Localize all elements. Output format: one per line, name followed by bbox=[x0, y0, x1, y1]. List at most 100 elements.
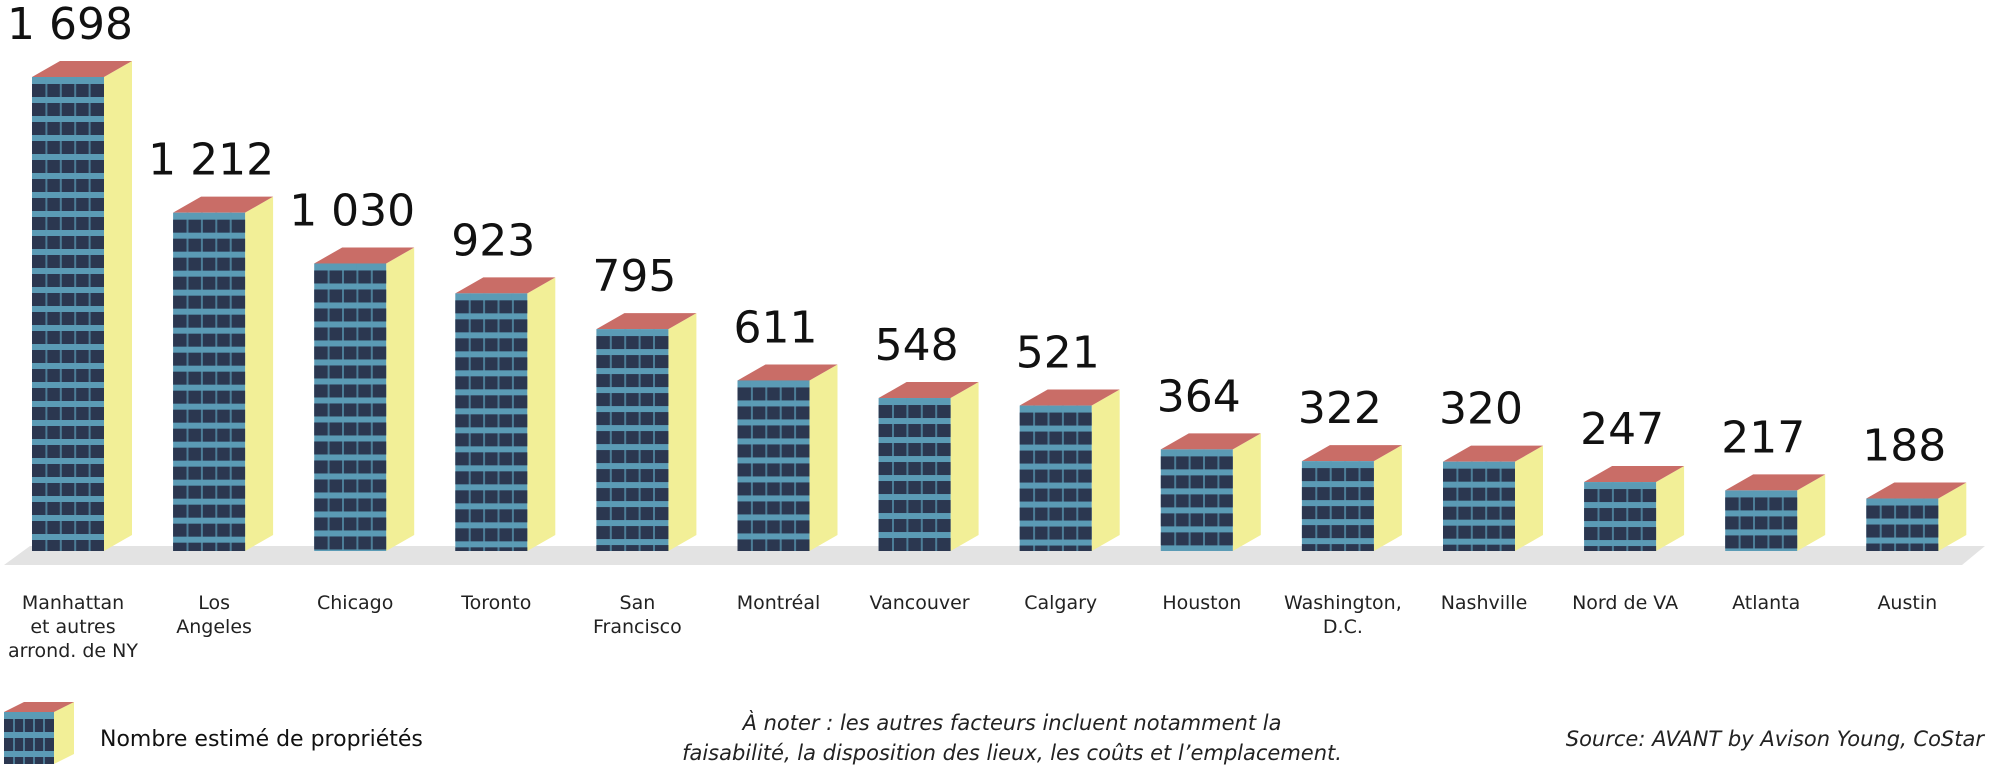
window-band bbox=[32, 274, 104, 287]
window-band bbox=[1019, 469, 1092, 483]
bar-side bbox=[1656, 466, 1685, 551]
window-band bbox=[878, 500, 951, 514]
window-band bbox=[1019, 488, 1092, 502]
bar-side bbox=[245, 196, 274, 551]
floor-plane bbox=[4, 546, 1985, 565]
window-band bbox=[596, 374, 669, 388]
bar-roof bbox=[173, 196, 274, 213]
bar-side bbox=[1373, 445, 1402, 551]
bar-side bbox=[809, 364, 838, 551]
bar bbox=[1301, 445, 1402, 551]
window-band bbox=[596, 450, 669, 464]
value-label: 364 bbox=[1157, 371, 1241, 422]
window-band bbox=[455, 319, 528, 333]
window-band bbox=[173, 542, 246, 551]
bar-side bbox=[1091, 389, 1120, 551]
category-label: San Francisco bbox=[593, 592, 682, 638]
window-band bbox=[4, 738, 54, 751]
window-band bbox=[596, 412, 669, 426]
window-band bbox=[596, 431, 669, 445]
window-band bbox=[878, 462, 951, 476]
source-text: Source: AVANT by Avison Young, CoStar bbox=[1566, 727, 1986, 751]
bar-roof bbox=[1443, 445, 1543, 462]
category-label: Chicago bbox=[317, 592, 393, 614]
window-band bbox=[455, 509, 528, 523]
window-band bbox=[1160, 475, 1233, 489]
window-band bbox=[1443, 506, 1515, 520]
window-band bbox=[455, 452, 528, 466]
window-band bbox=[314, 289, 387, 303]
window-band bbox=[314, 536, 387, 550]
window-band bbox=[173, 485, 246, 499]
note-line-1: À noter : les autres facteurs incluent n… bbox=[741, 710, 1282, 735]
window-band bbox=[32, 426, 104, 439]
window-band bbox=[4, 757, 54, 764]
legend: Nombre estimé de propriétés bbox=[4, 702, 423, 764]
window-band bbox=[1019, 545, 1092, 551]
window-band bbox=[1301, 525, 1374, 539]
bar bbox=[737, 364, 838, 551]
window-band bbox=[32, 122, 104, 135]
bar-roof bbox=[314, 247, 415, 264]
bar-roof bbox=[878, 382, 979, 399]
window-band bbox=[32, 445, 104, 458]
bar bbox=[878, 382, 979, 551]
value-label: 320 bbox=[1439, 384, 1523, 435]
window-band bbox=[32, 103, 104, 116]
window-band bbox=[737, 482, 810, 496]
window-band bbox=[32, 331, 104, 344]
window-band bbox=[1301, 487, 1374, 501]
bar-side bbox=[54, 702, 74, 764]
value-labels: 1 698 1 212 1 030 923 795 611 548 521 364 322 320 2… bbox=[7, 0, 1946, 472]
bar-roof bbox=[737, 364, 838, 381]
window-band bbox=[1019, 412, 1092, 426]
window-band bbox=[173, 295, 246, 309]
window-band bbox=[878, 538, 951, 551]
window-band bbox=[314, 422, 387, 436]
value-label: 247 bbox=[1580, 404, 1664, 455]
window-band bbox=[314, 479, 387, 493]
window-band bbox=[455, 300, 528, 314]
window-band bbox=[878, 424, 951, 438]
window-band bbox=[596, 393, 669, 407]
bar-side bbox=[1232, 433, 1261, 551]
bar bbox=[455, 277, 556, 551]
window-band bbox=[596, 355, 669, 369]
bar bbox=[173, 196, 274, 551]
window-band bbox=[173, 238, 246, 252]
window-band bbox=[737, 406, 810, 420]
window-band bbox=[737, 425, 810, 439]
window-band bbox=[455, 357, 528, 371]
window-band bbox=[32, 84, 104, 97]
window-band bbox=[314, 460, 387, 474]
bar-side bbox=[950, 382, 979, 551]
value-label: 521 bbox=[1016, 328, 1100, 379]
category-label: Manhattan et autres arrond. de NY bbox=[8, 592, 138, 662]
category-label: Toronto bbox=[460, 592, 531, 614]
bar-roof bbox=[596, 313, 697, 330]
window-band bbox=[1584, 527, 1657, 541]
window-band bbox=[1584, 489, 1657, 503]
bar bbox=[1866, 482, 1967, 551]
window-band bbox=[878, 405, 951, 419]
window-band bbox=[32, 369, 104, 382]
window-band bbox=[737, 539, 810, 551]
window-band bbox=[173, 523, 246, 537]
window-band bbox=[32, 236, 104, 249]
bar bbox=[1019, 389, 1120, 551]
window-band bbox=[1160, 513, 1233, 527]
window-band bbox=[314, 498, 387, 512]
window-band bbox=[455, 528, 528, 542]
bar bbox=[1584, 466, 1685, 551]
window-band bbox=[1019, 431, 1092, 445]
window-band bbox=[1443, 487, 1515, 501]
window-band bbox=[1866, 543, 1939, 551]
bar-roof bbox=[455, 277, 556, 294]
window-band bbox=[173, 219, 246, 233]
window-band bbox=[314, 365, 387, 379]
category-label: Houston bbox=[1162, 592, 1241, 614]
window-band bbox=[1443, 544, 1515, 551]
value-label: 1 212 bbox=[148, 135, 274, 186]
bar-roof bbox=[1866, 482, 1967, 499]
